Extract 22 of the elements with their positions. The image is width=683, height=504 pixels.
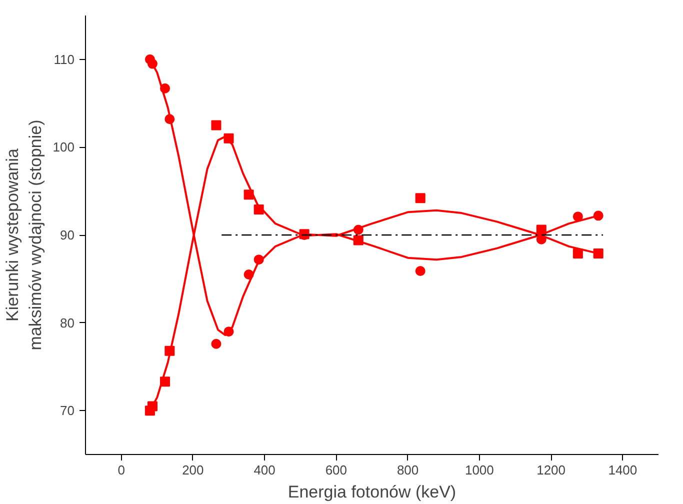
y-tick-label: 90 <box>60 228 75 242</box>
point <box>211 338 222 349</box>
point <box>415 193 426 204</box>
x-tick-label: 800 <box>396 462 419 478</box>
x-tick-label: 0 <box>118 462 125 478</box>
x-tick-label: 1200 <box>536 462 566 478</box>
point <box>415 266 426 276</box>
x-tick-label: 1000 <box>464 462 494 478</box>
y-tick-label: 70 <box>60 403 75 418</box>
x-tick-label: 400 <box>254 462 276 478</box>
y-tick-label: 110 <box>54 52 75 67</box>
point <box>593 248 604 258</box>
x-tick-label: 600 <box>325 462 348 478</box>
point <box>572 212 583 222</box>
y-tick-label: 80 <box>60 315 75 330</box>
y-tick-label: 100 <box>52 140 75 155</box>
x-axis-title: Energia fotonów (keV) <box>288 482 456 502</box>
point <box>572 248 583 258</box>
x-tick-label: 200 <box>182 462 204 478</box>
y-axis-title: Kierunki wystepowania maksimów wydajnoci (stopnie) <box>3 120 45 350</box>
point <box>211 120 222 130</box>
x-tick-label: 1400 <box>608 462 638 478</box>
